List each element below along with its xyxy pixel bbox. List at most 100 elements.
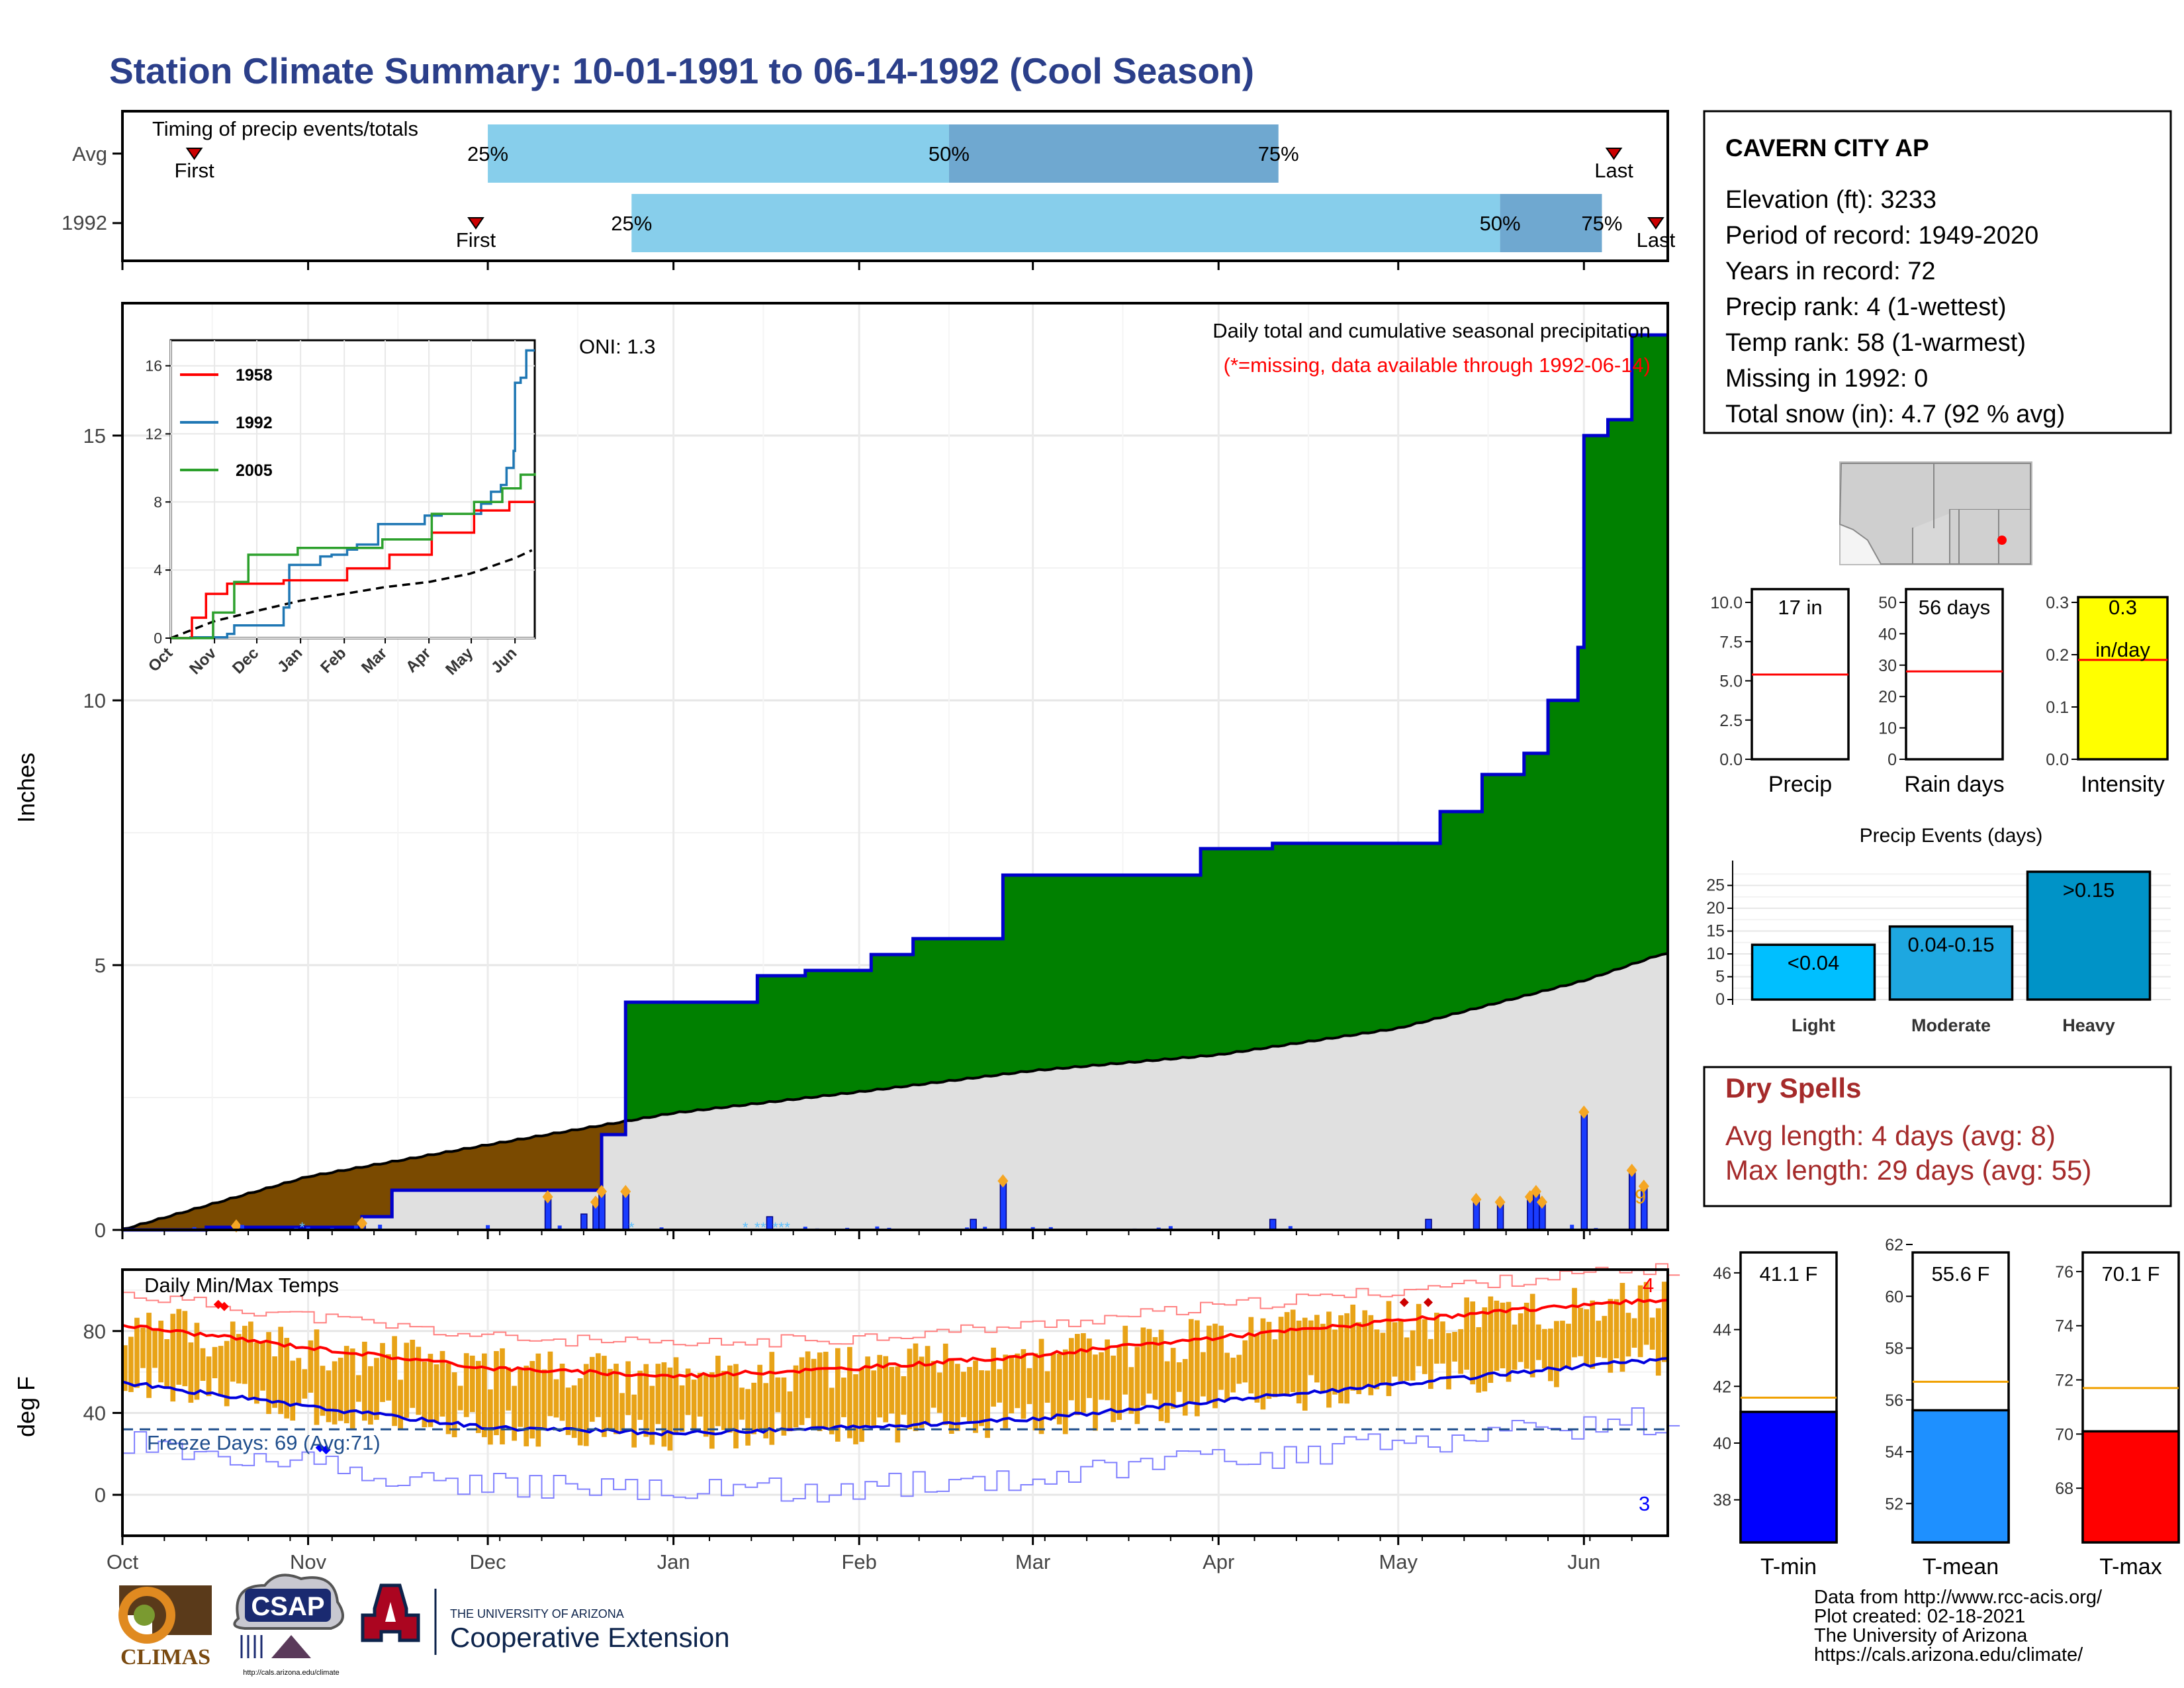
daily-precip-bar — [1048, 1227, 1053, 1230]
daily-temp-bar — [739, 1387, 745, 1420]
daily-temp-bar — [919, 1356, 925, 1429]
footer-line: https://cals.arizona.edu/climate/ — [1814, 1644, 2083, 1665]
daily-temp-bar — [1134, 1346, 1140, 1425]
timing-bar-late — [1500, 194, 1602, 252]
mini-bar-chart-rain-days: 56 days Rain days 0 10 20 30 40 50 — [1878, 588, 2005, 797]
daily-temp-bar — [595, 1353, 601, 1417]
events-title: Precip Events (days) — [1860, 825, 2043, 847]
mini-bar-ytick-label: 0.0 — [2046, 751, 2069, 769]
timing-panel: 25% 50% 75% First Last 25% 50% 75% First Last Tim… — [62, 110, 1676, 270]
daily-temp-bar — [817, 1352, 823, 1431]
daily-precip-bar — [580, 1213, 588, 1231]
precip-count-label: 9 — [1635, 1185, 1646, 1208]
daily-temp-bar — [1015, 1353, 1021, 1409]
daily-temp-bar — [571, 1385, 577, 1438]
event-bar-label: 0.04-0.15 — [1908, 933, 1995, 957]
temp-summary-ytick-label: 60 — [1885, 1288, 1903, 1306]
daily-temp-bar — [272, 1356, 277, 1408]
station-info-box: CAVERN CITY AP Elevation (ft): 3233 Peri… — [1703, 110, 2172, 434]
daily-temp-bar — [1476, 1327, 1482, 1393]
inset-series-1992 — [171, 349, 535, 639]
mini-bar-ytick-label: 20 — [1878, 688, 1897, 706]
heavy-event-marker — [357, 1217, 368, 1230]
oni-label: ONI: 1.3 — [579, 335, 655, 358]
daily-temp-bar — [907, 1348, 913, 1430]
daily-temp-bar — [703, 1374, 709, 1437]
timing-bar-late — [948, 124, 1279, 183]
daily-temp-bar — [1625, 1313, 1631, 1357]
mini-bar-value: 56 days — [1919, 596, 1991, 619]
precip-caption: Daily total and cumulative seasonal prec… — [1212, 319, 1651, 342]
temp-summary-label: T-max — [2099, 1554, 2161, 1579]
events-ytick-label: 25 — [1706, 876, 1725, 895]
temp-summary-ytick-label: 62 — [1885, 1236, 1903, 1254]
heavy-event-marker — [1536, 1196, 1547, 1209]
daily-precip-bar — [622, 1192, 629, 1231]
daily-temp-bar — [260, 1340, 265, 1391]
daily-temp-bar — [218, 1346, 224, 1397]
daily-temp-bar — [1140, 1327, 1146, 1406]
event-bar — [1751, 943, 1876, 1001]
temp-summary-t-mean: 55.6 F T-mean 52 54 56 58 60 62 — [1885, 1236, 2010, 1579]
daily-temp-bar — [1547, 1329, 1553, 1382]
daily-temp-bar — [1590, 1300, 1596, 1369]
daily-precip-bar — [1288, 1226, 1293, 1230]
daily-temp-bar — [1440, 1321, 1445, 1364]
daily-temp-bar — [469, 1355, 475, 1413]
daily-temp-bar — [362, 1341, 367, 1421]
daily-temp-bar — [1434, 1313, 1439, 1364]
heavy-event-marker — [1471, 1193, 1482, 1206]
last-label: Last — [1637, 228, 1676, 252]
record-marker — [1423, 1297, 1433, 1307]
daily-temp-bar — [961, 1372, 966, 1417]
month-label: Jun — [1567, 1550, 1600, 1573]
daily-temp-bar — [751, 1382, 756, 1434]
timing-row-label-avg: Avg — [72, 142, 107, 165]
mini-bar-value: 0.3 — [2109, 596, 2137, 619]
daily-temp-bar — [1422, 1319, 1428, 1374]
daily-temp-bar — [1146, 1329, 1152, 1394]
dry-spells-max: Max length: 29 days (avg: 55) — [1725, 1154, 2091, 1186]
daily-temp-bar — [559, 1364, 565, 1421]
daily-temp-bar — [1535, 1324, 1541, 1360]
daily-temp-bar — [1003, 1354, 1009, 1429]
daily-temp-bar — [745, 1389, 751, 1446]
daily-temp-bar — [631, 1394, 637, 1448]
precip-ylabel: Inches — [13, 753, 40, 823]
daily-temp-bar — [679, 1385, 685, 1432]
daily-precip-bar — [1425, 1219, 1432, 1231]
daily-temp-bar — [1614, 1299, 1619, 1359]
inset-ytick-label: 0 — [154, 630, 162, 647]
daily-temp-bar — [1218, 1325, 1224, 1390]
timing-pct-label: 75% — [1258, 142, 1299, 165]
snow-marker: * — [772, 1219, 778, 1236]
heavy-event-marker — [1494, 1196, 1506, 1209]
daily-temp-bar — [122, 1345, 128, 1391]
daily-temp-bar — [302, 1369, 308, 1399]
daily-temp-bar — [451, 1372, 457, 1438]
daily-temp-bar — [1350, 1304, 1356, 1391]
daily-temp-bar — [433, 1364, 439, 1422]
temp-summary-label: T-mean — [1923, 1554, 1999, 1579]
daily-temp-bar — [1512, 1324, 1518, 1370]
precip-ytick-label: 15 — [83, 424, 106, 447]
daily-temp-bar — [1224, 1352, 1230, 1401]
daily-temp-bar — [1099, 1352, 1104, 1400]
daily-temp-bar — [1386, 1301, 1392, 1397]
daily-temp-bar — [967, 1366, 972, 1424]
daily-temp-bar — [991, 1347, 996, 1407]
daily-temp-bar — [1116, 1346, 1122, 1420]
daily-temp-bar — [1464, 1297, 1469, 1370]
temp-summary-value: 41.1 F — [1760, 1262, 1818, 1286]
first-marker — [467, 217, 484, 230]
month-label: Nov — [290, 1550, 327, 1573]
daily-temp-bar — [1296, 1321, 1302, 1404]
temp-summary-ytick-label: 58 — [1885, 1340, 1903, 1358]
daily-temp-bar — [1009, 1355, 1015, 1414]
daily-temp-bar — [494, 1351, 499, 1436]
daily-temp-bar — [1093, 1354, 1098, 1431]
event-bar-label: >0.15 — [2063, 878, 2115, 902]
mini-bar — [1905, 588, 2004, 761]
daily-temp-bar — [787, 1391, 793, 1432]
